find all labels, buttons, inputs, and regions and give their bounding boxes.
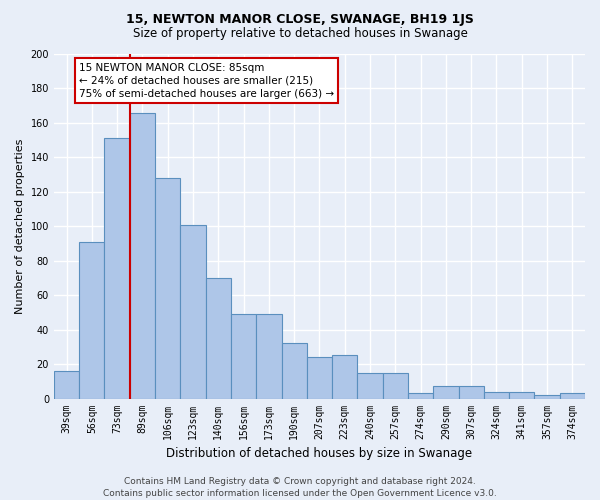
- Bar: [458, 386, 484, 398]
- Y-axis label: Number of detached properties: Number of detached properties: [15, 138, 25, 314]
- Text: 15 NEWTON MANOR CLOSE: 85sqm
← 24% of detached houses are smaller (215)
75% of s: 15 NEWTON MANOR CLOSE: 85sqm ← 24% of de…: [79, 62, 334, 99]
- Bar: [484, 392, 509, 398]
- Bar: [509, 392, 535, 398]
- Bar: [155, 178, 181, 398]
- Text: Contains HM Land Registry data © Crown copyright and database right 2024.
Contai: Contains HM Land Registry data © Crown c…: [103, 476, 497, 498]
- Bar: [408, 394, 433, 398]
- Bar: [383, 372, 408, 398]
- Bar: [560, 394, 585, 398]
- Bar: [307, 357, 332, 399]
- Bar: [104, 138, 130, 398]
- Bar: [206, 278, 231, 398]
- Text: 15, NEWTON MANOR CLOSE, SWANAGE, BH19 1JS: 15, NEWTON MANOR CLOSE, SWANAGE, BH19 1J…: [126, 12, 474, 26]
- Bar: [535, 395, 560, 398]
- Bar: [130, 112, 155, 399]
- Bar: [256, 314, 281, 398]
- Bar: [231, 314, 256, 398]
- Bar: [54, 371, 79, 398]
- Bar: [358, 372, 383, 398]
- Bar: [433, 386, 458, 398]
- Bar: [332, 356, 358, 399]
- Bar: [79, 242, 104, 398]
- X-axis label: Distribution of detached houses by size in Swanage: Distribution of detached houses by size …: [166, 447, 473, 460]
- Bar: [281, 344, 307, 398]
- Bar: [181, 224, 206, 398]
- Text: Size of property relative to detached houses in Swanage: Size of property relative to detached ho…: [133, 28, 467, 40]
